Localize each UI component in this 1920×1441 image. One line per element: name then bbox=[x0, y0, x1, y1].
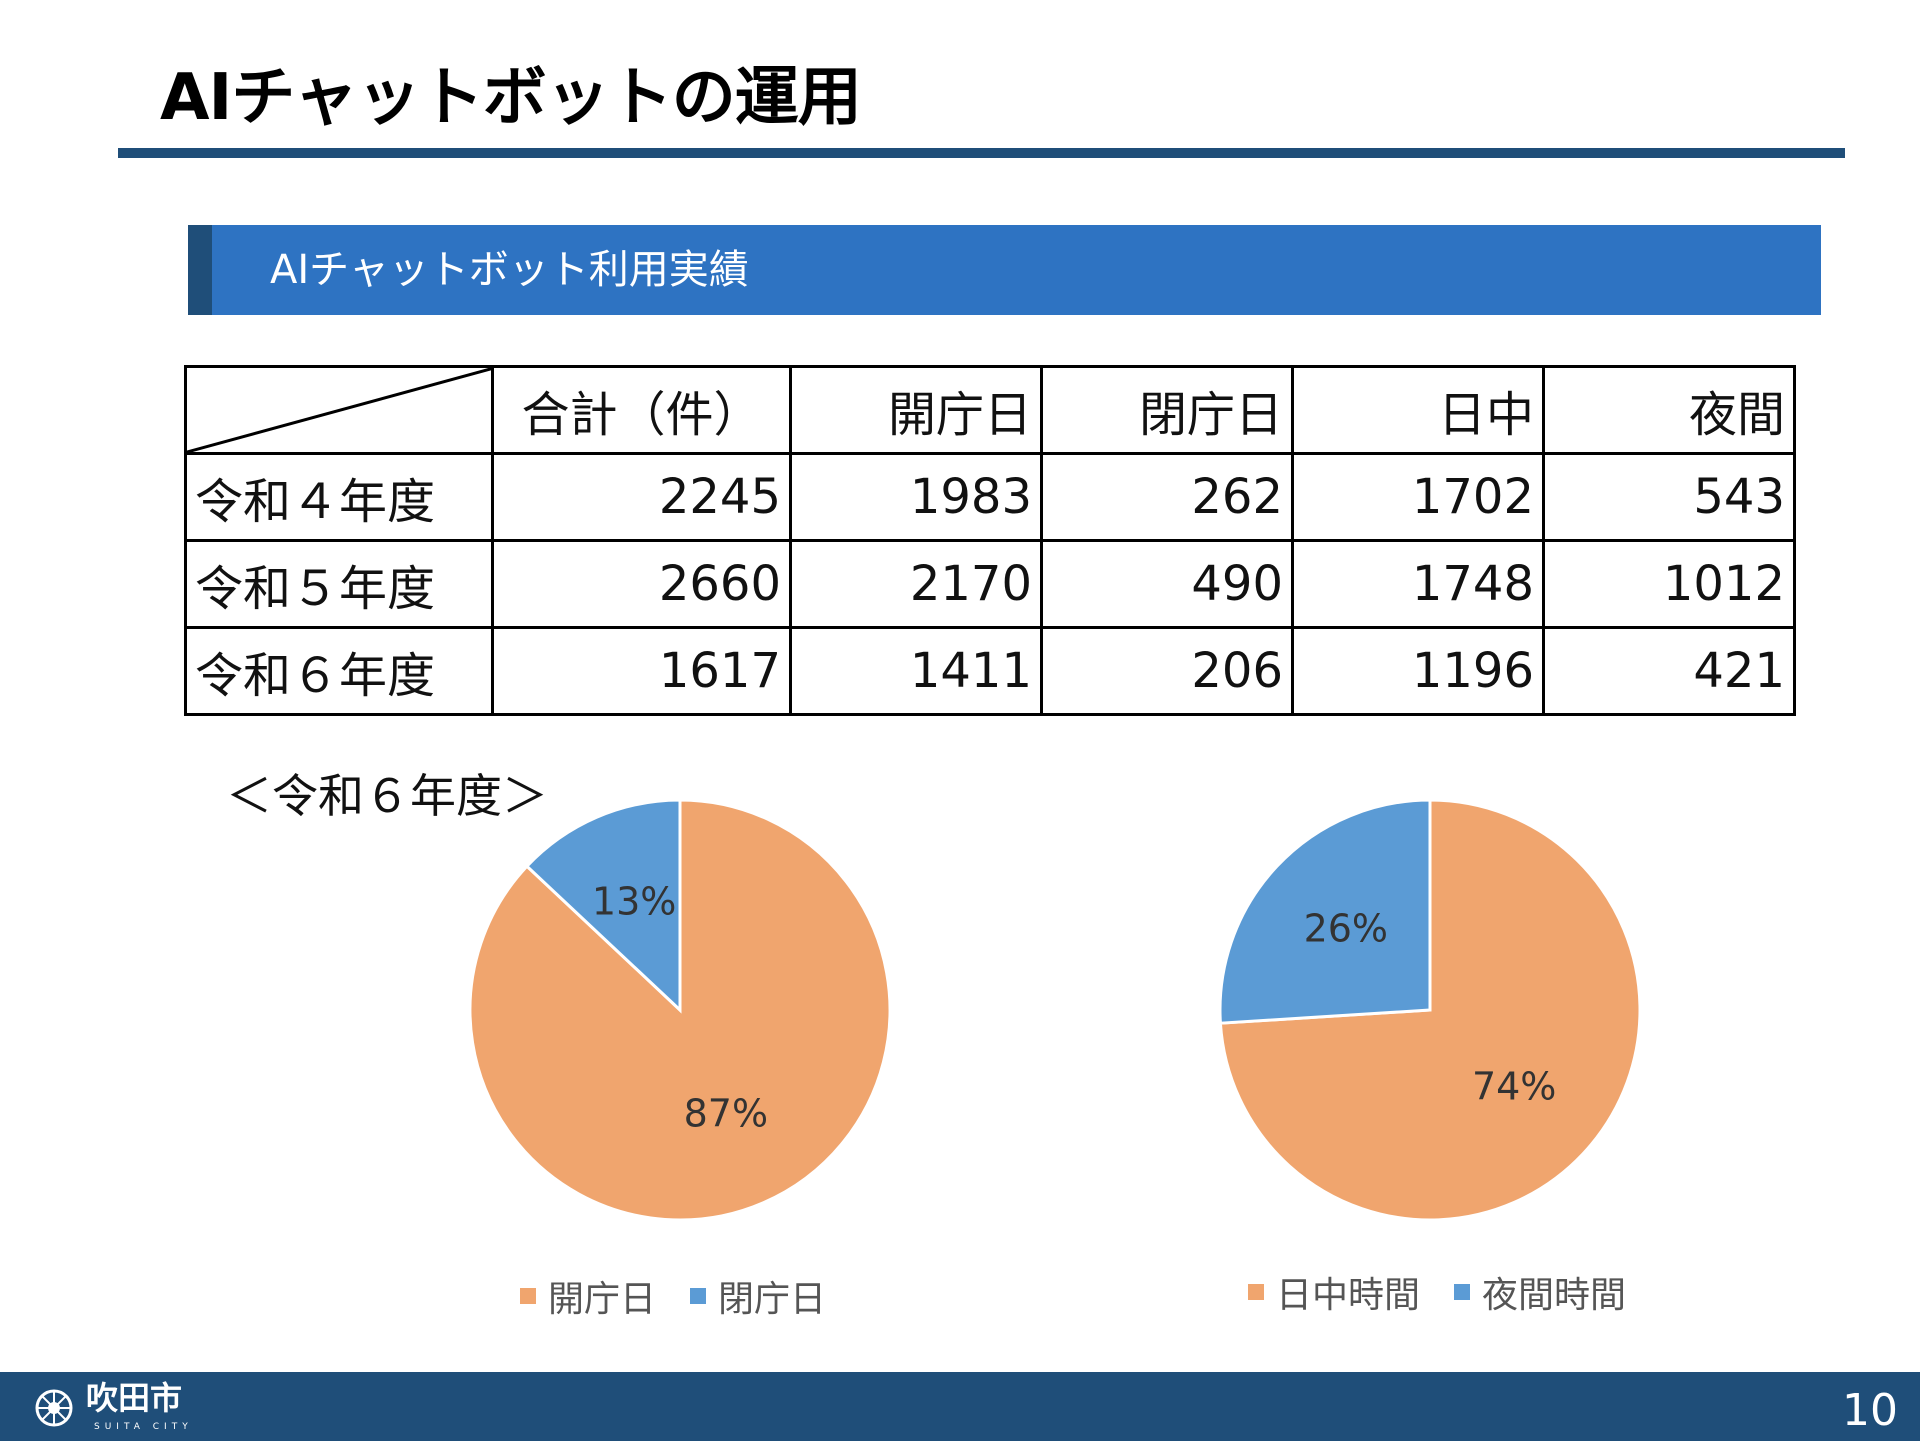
city-emblem-icon bbox=[35, 1389, 73, 1427]
row-label: 令和５年度 bbox=[184, 539, 494, 629]
table-row: 令和６年度 1617 1411 206 1196 421 bbox=[184, 626, 1796, 716]
legend-label: 日中時間 bbox=[1276, 1275, 1421, 1316]
cell-night: 421 bbox=[1542, 626, 1796, 716]
usage-table: 合計（件） 開庁日 閉庁日 日中 夜間 令和４年度 2245 1983 262 … bbox=[184, 365, 1796, 716]
cell-daytime: 1702 bbox=[1291, 452, 1545, 542]
legend-swatch bbox=[520, 1288, 536, 1304]
legend-item: 日中時間 bbox=[1248, 1266, 1420, 1318]
cell-night: 1012 bbox=[1542, 539, 1796, 629]
row-label: 令和６年度 bbox=[184, 626, 494, 716]
pie-chart-time-of-day: 74% 26% bbox=[1218, 798, 1642, 1222]
legend-item: 閉庁日 bbox=[690, 1270, 826, 1322]
pie-chart-office-days: 87% 13% bbox=[468, 798, 892, 1222]
legend-item: 開庁日 bbox=[520, 1270, 656, 1322]
pie-slice-閉庁日 bbox=[524, 798, 682, 1014]
chart-subtitle: ＜令和６年度＞ bbox=[226, 769, 548, 823]
footer-bar: 吹田市 SUITA CITY 10 bbox=[0, 1372, 1920, 1441]
header-open-day: 開庁日 bbox=[789, 365, 1043, 455]
cell-night: 543 bbox=[1542, 452, 1796, 542]
table-row: 令和４年度 2245 1983 262 1702 543 bbox=[184, 452, 1796, 542]
cell-open-day: 1411 bbox=[789, 626, 1043, 716]
diagonal-line bbox=[188, 369, 490, 451]
legend-swatch bbox=[1248, 1284, 1264, 1300]
table-corner-cell bbox=[184, 365, 494, 455]
page-title: AIチャットボットの運用 bbox=[160, 61, 862, 135]
legend-label: 開庁日 bbox=[548, 1279, 657, 1320]
pie-slice-夜間時間 bbox=[1218, 798, 1432, 1025]
page-number: 10 bbox=[1842, 1385, 1898, 1436]
legend-item: 夜間時間 bbox=[1454, 1266, 1626, 1318]
pie-data-label: 13% bbox=[592, 879, 676, 923]
header-closed-day: 閉庁日 bbox=[1040, 365, 1294, 455]
legend-swatch bbox=[690, 1288, 707, 1304]
city-name: 吹田市 bbox=[86, 1379, 183, 1417]
pie-data-label: 87% bbox=[684, 1092, 768, 1136]
legend-label: 閉庁日 bbox=[718, 1279, 827, 1320]
city-name-roman: SUITA CITY bbox=[94, 1422, 193, 1432]
title-divider bbox=[118, 148, 1845, 158]
cell-closed-day: 490 bbox=[1040, 539, 1294, 629]
pie-data-label: 26% bbox=[1304, 906, 1388, 950]
legend-label: 夜間時間 bbox=[1482, 1275, 1627, 1316]
section-header: AIチャットボット利用実績 bbox=[188, 225, 1821, 315]
section-title: AIチャットボット利用実績 bbox=[270, 247, 749, 293]
table-header-row: 合計（件） 開庁日 閉庁日 日中 夜間 bbox=[184, 365, 1796, 455]
pie-data-label: 74% bbox=[1472, 1065, 1556, 1109]
cell-open-day: 1983 bbox=[789, 452, 1043, 542]
legend-office-days: 開庁日 閉庁日 bbox=[520, 1270, 860, 1322]
legend-time-of-day: 日中時間 夜間時間 bbox=[1248, 1266, 1660, 1318]
cell-closed-day: 262 bbox=[1040, 452, 1294, 542]
cell-open-day: 2170 bbox=[789, 539, 1043, 629]
header-total: 合計（件） bbox=[491, 365, 792, 455]
header-daytime: 日中 bbox=[1291, 365, 1545, 455]
cell-closed-day: 206 bbox=[1040, 626, 1294, 716]
cell-total: 1617 bbox=[491, 626, 792, 716]
cell-daytime: 1748 bbox=[1291, 539, 1545, 629]
legend-swatch bbox=[1454, 1284, 1471, 1300]
cell-total: 2245 bbox=[491, 452, 792, 542]
row-label: 令和４年度 bbox=[184, 452, 494, 542]
header-night: 夜間 bbox=[1542, 365, 1796, 455]
table-row: 令和５年度 2660 2170 490 1748 1012 bbox=[184, 539, 1796, 629]
cell-daytime: 1196 bbox=[1291, 626, 1545, 716]
cell-total: 2660 bbox=[491, 539, 792, 629]
